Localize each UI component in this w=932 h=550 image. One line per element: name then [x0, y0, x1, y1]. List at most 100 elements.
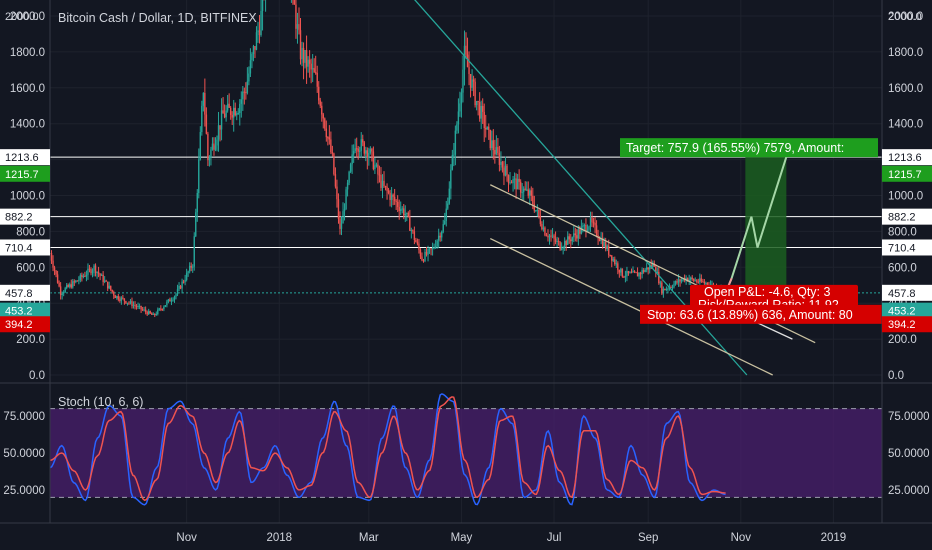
- candle-body: [434, 246, 437, 248]
- candle-body: [173, 296, 176, 300]
- candle-body: [573, 233, 575, 238]
- candle-body: [254, 46, 256, 50]
- candle-body: [609, 254, 611, 256]
- price-tag-box: [882, 284, 932, 301]
- candle-body: [500, 161, 502, 165]
- time-tick-label: Mar: [359, 532, 379, 544]
- candle-body: [519, 181, 522, 193]
- candle-body: [390, 194, 393, 201]
- candle-body: [664, 288, 666, 291]
- candle-body: [617, 263, 619, 270]
- candle-body: [462, 69, 464, 93]
- candle-body: [363, 142, 365, 154]
- candle-body: [582, 225, 584, 228]
- candle-body: [249, 60, 252, 74]
- candle-body: [460, 92, 463, 104]
- candle-body: [608, 245, 610, 255]
- candle-body: [416, 242, 419, 244]
- price-tag: 882.2: [888, 212, 916, 224]
- price-tag-box: [882, 165, 932, 182]
- candle-body: [680, 279, 683, 282]
- candle-body: [126, 302, 129, 304]
- candle-body: [213, 143, 215, 150]
- candle-body: [627, 271, 630, 274]
- candle-body: [495, 147, 498, 155]
- candle-body: [447, 203, 449, 209]
- candle-body: [585, 224, 587, 232]
- candle-body: [260, 10, 262, 36]
- candle-body: [172, 299, 174, 301]
- candle-body: [175, 294, 177, 297]
- candle-body: [207, 133, 209, 161]
- candle-body: [451, 155, 454, 170]
- time-tick-label: 2019: [821, 532, 847, 544]
- candle-body: [190, 265, 192, 268]
- candle-body: [308, 59, 311, 64]
- candle-body: [116, 296, 118, 299]
- candle-body: [298, 24, 300, 31]
- price-tick-label-right: 800.0: [888, 226, 917, 238]
- candle-body: [243, 91, 246, 93]
- price-pane[interactable]: Target: 757.9 (165.55%) 7579, Amount: Op…: [49, 0, 882, 523]
- candle-body: [258, 30, 261, 36]
- candle-body: [319, 100, 321, 106]
- candle-body: [469, 74, 472, 88]
- candle-body: [516, 178, 519, 190]
- candle-body: [314, 72, 317, 74]
- candle-body: [665, 288, 668, 291]
- candle-body: [598, 238, 601, 241]
- price-tag-box-left: [0, 208, 50, 225]
- candle-body: [384, 186, 387, 188]
- candle-body: [560, 248, 563, 250]
- candle-body: [642, 270, 645, 272]
- candle-body: [380, 174, 382, 188]
- candle-body: [579, 229, 581, 234]
- candle-body: [146, 311, 148, 315]
- candle-body: [318, 86, 320, 101]
- price-tick-label-right: 600.0: [888, 262, 917, 274]
- candle-body: [225, 110, 227, 118]
- trendline[interactable]: [490, 237, 773, 376]
- candle-body: [457, 111, 460, 125]
- candle-body: [407, 212, 410, 217]
- candle-body: [488, 126, 490, 130]
- candle-body: [588, 226, 590, 230]
- candle-body: [120, 297, 123, 301]
- candle-body: [357, 148, 359, 152]
- candle-body: [427, 249, 429, 255]
- candle-body: [618, 269, 621, 273]
- candle-body: [337, 199, 340, 219]
- candle-body: [96, 271, 98, 273]
- candle-body: [404, 213, 406, 216]
- candle-body: [583, 224, 586, 226]
- stoch-pane[interactable]: [49, 393, 882, 506]
- time-tick-label: Nov: [176, 532, 197, 544]
- candle-body: [331, 152, 334, 154]
- candle-body: [586, 229, 589, 232]
- candle-body: [62, 292, 65, 294]
- candle-body: [64, 288, 66, 293]
- candle-body: [383, 180, 385, 187]
- candle-body: [340, 223, 343, 229]
- candle-body: [632, 271, 634, 273]
- candle-body: [229, 107, 232, 115]
- candle-body: [196, 193, 198, 213]
- candle-body: [421, 256, 423, 261]
- candle-body: [217, 125, 220, 140]
- price-tag: 2000.0: [888, 11, 922, 23]
- candle-body: [223, 113, 226, 118]
- candle-body: [492, 140, 495, 151]
- candle-body: [466, 54, 469, 68]
- price-tag-box: [882, 239, 932, 256]
- candle-body: [595, 225, 598, 236]
- candle-body: [371, 148, 373, 152]
- candle-body: [181, 281, 183, 289]
- candle-body: [431, 247, 434, 250]
- candle-body: [231, 114, 233, 118]
- candle-body: [641, 270, 643, 275]
- candle-body: [612, 259, 614, 261]
- candle-body: [614, 259, 616, 264]
- candle-body: [211, 143, 214, 150]
